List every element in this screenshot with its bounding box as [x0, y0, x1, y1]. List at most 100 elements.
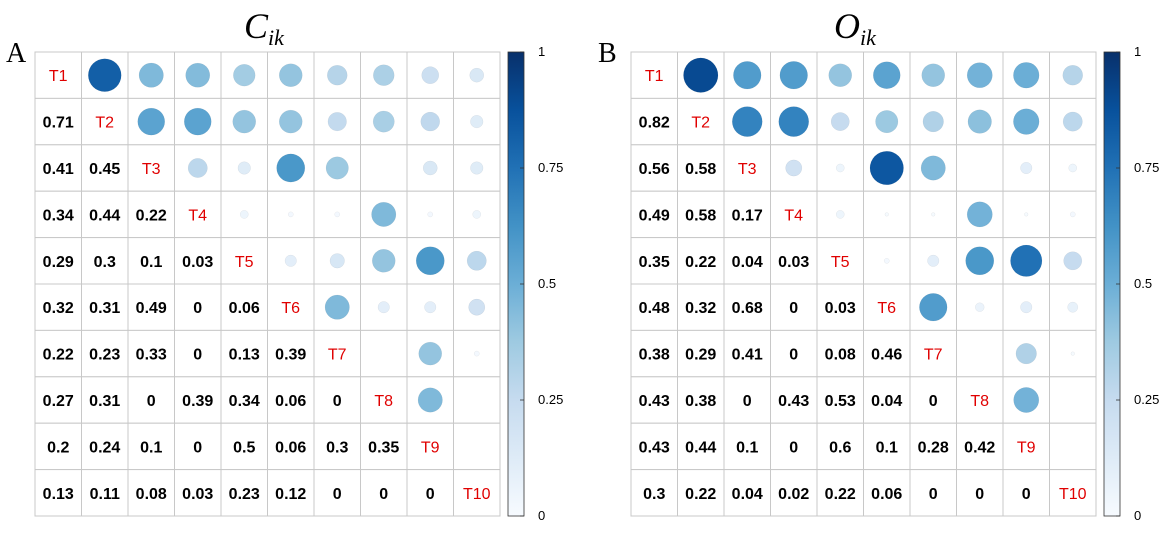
cell-value: 0.49 — [639, 207, 670, 224]
correlation-circle — [1015, 343, 1037, 365]
cell-value: 0 — [193, 347, 202, 364]
matrix-cell — [630, 376, 678, 424]
colorbar-tick-label: 0.5 — [538, 276, 556, 291]
correlation-circle — [1020, 161, 1033, 175]
cell-value: 0.13 — [229, 347, 260, 364]
cell-value: 0.82 — [639, 115, 670, 132]
matrix-cell — [677, 97, 725, 146]
correlation-circle — [967, 109, 992, 134]
cell-value: 0.24 — [89, 439, 120, 456]
cell-value: 0 — [789, 439, 798, 456]
correlation-circle — [921, 63, 946, 87]
matrix-cell — [816, 144, 864, 192]
cell-value: 0.1 — [876, 439, 898, 456]
correlation-circle — [785, 159, 803, 177]
cell-value: 0.2 — [47, 439, 69, 456]
matrix-cell — [723, 283, 771, 331]
diagonal-label: T10 — [463, 486, 491, 503]
matrix-cell — [81, 329, 129, 378]
matrix-cell — [34, 283, 82, 331]
panel-a-title-main: C — [244, 6, 269, 46]
cell-value: 0.29 — [43, 254, 74, 271]
matrix-cell — [863, 422, 911, 471]
cell-value: 0.22 — [136, 207, 167, 224]
matrix-cell — [313, 376, 361, 424]
correlation-circle — [466, 250, 487, 271]
cell-value: 0.17 — [732, 207, 763, 224]
correlation-circle — [237, 161, 251, 175]
correlation-circle — [372, 110, 395, 133]
cell-value: 0.31 — [89, 300, 120, 317]
correlation-circle — [422, 160, 438, 176]
cell-value: 0.45 — [89, 161, 120, 178]
matrix-cell — [360, 469, 408, 517]
matrix-cell — [34, 237, 82, 285]
correlation-circle — [966, 201, 993, 228]
matrix-cell — [630, 237, 678, 285]
matrix-cell — [81, 376, 129, 424]
cell-value: 0.6 — [829, 439, 851, 456]
cell-value: 0.43 — [639, 393, 670, 410]
cell-value: 0.68 — [732, 300, 763, 317]
cell-value: 0 — [193, 439, 202, 456]
matrix-cell — [630, 144, 678, 192]
matrix-cell — [81, 283, 129, 331]
matrix-cell — [630, 422, 678, 471]
correlation-circle — [884, 212, 889, 217]
correlation-circle — [1070, 351, 1075, 356]
cell-value: 0.53 — [825, 393, 856, 410]
correlation-circle — [137, 107, 165, 136]
matrix-cell — [909, 422, 957, 471]
colorbar-tick-label: 1 — [1134, 44, 1141, 59]
cell-value: 0.39 — [182, 393, 213, 410]
matrix-cell — [770, 422, 818, 471]
cell-value: 0.35 — [639, 254, 670, 271]
correlation-circle — [1062, 64, 1083, 86]
cell-value: 0.38 — [685, 393, 716, 410]
matrix-cell — [909, 283, 957, 331]
diagonal-label: T5 — [831, 254, 850, 271]
correlation-circle — [232, 109, 257, 134]
cell-value: 0.1 — [736, 439, 758, 456]
matrix-cell — [34, 144, 82, 192]
cell-value: 0 — [193, 300, 202, 317]
correlation-circle — [1063, 251, 1083, 271]
correlation-circle — [919, 293, 948, 322]
cell-value: 0.48 — [639, 300, 670, 317]
correlation-circle — [778, 106, 810, 137]
correlation-circle — [835, 163, 845, 173]
cell-value: 0.03 — [778, 254, 809, 271]
cell-value: 0.32 — [43, 300, 74, 317]
matrix-cell — [360, 329, 408, 378]
cell-value: 0.3 — [326, 439, 348, 456]
matrix-cell — [360, 51, 408, 99]
correlation-circle — [779, 61, 808, 90]
cell-value: 0.34 — [43, 207, 74, 224]
diagonal-label: T5 — [235, 254, 254, 271]
cell-value: 0 — [743, 393, 752, 410]
matrix-cell — [220, 376, 268, 424]
correlation-circle — [417, 387, 443, 413]
matrix-cell — [174, 97, 222, 146]
matrix-cell — [770, 376, 818, 424]
matrix-cell — [34, 51, 82, 99]
cell-value: 0.22 — [685, 254, 716, 271]
cell-value: 0.03 — [182, 254, 213, 271]
cell-value: 0 — [147, 393, 156, 410]
correlation-circle — [327, 112, 347, 132]
matrix-cell — [677, 469, 725, 517]
matrix-cell — [267, 283, 315, 331]
correlation-circle — [1013, 62, 1040, 89]
diagonal-label: T10 — [1059, 486, 1087, 503]
panel-a-title: Cik — [244, 6, 285, 50]
matrix-cell — [81, 144, 129, 192]
correlation-circle — [377, 301, 390, 314]
diagonal-label: T3 — [142, 161, 161, 178]
correlation-circle — [184, 107, 212, 136]
matrix-cell — [677, 422, 725, 471]
correlation-circle — [239, 210, 249, 219]
correlation-circle — [733, 61, 762, 90]
cell-value: 0.35 — [368, 439, 399, 456]
matrix-cell — [220, 283, 268, 331]
